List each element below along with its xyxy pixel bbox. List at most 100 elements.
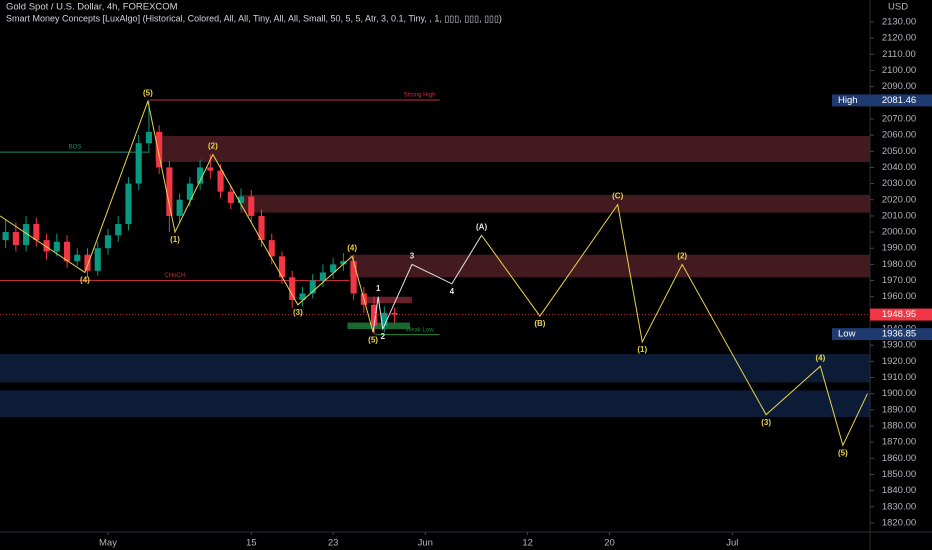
x-tick-label: Jul: [726, 538, 738, 549]
y-tick-label: 2010.00: [882, 210, 916, 221]
x-tick-label: 12: [522, 538, 533, 549]
wave-label: (B): [534, 319, 545, 328]
candle-body: [176, 199, 183, 216]
price-tag-value: 2081.46: [882, 95, 916, 106]
y-tick-label: 1920.00: [882, 356, 916, 367]
candle-body: [23, 223, 30, 245]
candle-body: [166, 167, 173, 216]
y-tick-label: 1820.00: [882, 517, 916, 528]
zone: [349, 254, 871, 278]
price-tag-value: 1936.85: [882, 329, 916, 340]
price-tag-name: High: [838, 95, 858, 106]
candle-body: [84, 254, 91, 271]
y-tick-label: 2050.00: [882, 146, 916, 157]
wave-label: (4): [815, 353, 825, 362]
candle-body: [145, 131, 152, 144]
y-tick-label: 2090.00: [882, 81, 916, 92]
y-tick-label: 1960.00: [882, 291, 916, 302]
candle-body: [115, 223, 122, 236]
y-tick-label: 2130.00: [882, 16, 916, 27]
y-tick-label: 1890.00: [882, 404, 916, 415]
wave-label: (2): [677, 251, 687, 260]
candle-body: [94, 248, 101, 271]
candle-body: [63, 241, 71, 262]
y-tick-label: 1860.00: [882, 453, 916, 464]
price-tag: [870, 308, 932, 321]
candle-body: [289, 277, 296, 300]
wave-label: (3): [293, 308, 303, 317]
candle-body: [2, 232, 9, 241]
candle-body: [12, 232, 19, 245]
y-tick-label: 1900.00: [882, 388, 916, 399]
x-tick-label: Jun: [418, 538, 433, 549]
candle-body: [350, 261, 357, 294]
x-tick-label: 20: [604, 538, 615, 549]
level-label: Strong High: [404, 93, 436, 99]
indicator-title: Smart Money Concepts [LuxAlgo] (Historic…: [6, 13, 502, 23]
y-tick-label: 2100.00: [882, 65, 916, 76]
zone: [347, 322, 410, 330]
price-tag-value: 1948.95: [882, 309, 916, 320]
candle-body: [319, 272, 326, 281]
candle-body: [299, 293, 306, 300]
y-tick-label: 2040.00: [882, 162, 916, 173]
y-tick-label: 1980.00: [882, 259, 916, 270]
y-tick-label: 1830.00: [882, 501, 916, 512]
candle-body: [217, 170, 224, 192]
candle-body: [43, 240, 50, 252]
y-tick-label: 1880.00: [882, 421, 916, 432]
y-tick-label: 1870.00: [882, 437, 916, 448]
price-tag: [832, 94, 932, 107]
candle-body: [156, 131, 163, 168]
y-tick-label: 1840.00: [882, 485, 916, 496]
y-tick-label: 1910.00: [882, 372, 916, 383]
y-tick-label: 2000.00: [882, 227, 916, 238]
wave-label: (3): [761, 418, 771, 427]
y-tick-label: 1990.00: [882, 243, 916, 254]
candle-body: [104, 235, 112, 249]
wave-label: 4: [450, 287, 455, 296]
x-tick-label: May: [99, 538, 117, 549]
y-tick-label: 2060.00: [882, 130, 916, 141]
candle-body: [381, 312, 388, 326]
y-tick-label: 2070.00: [882, 113, 916, 124]
wave-label: (5): [368, 335, 378, 344]
y-tick-label: 1970.00: [882, 275, 916, 286]
wave-label: (5): [838, 448, 848, 457]
zone: [0, 354, 870, 383]
y-tick-label: 2120.00: [882, 33, 916, 44]
y-tick-label: 2110.00: [882, 49, 916, 60]
y-tick-label: 1930.00: [882, 340, 916, 351]
y-tick-label: 1850.00: [882, 469, 916, 480]
zone: [361, 296, 412, 304]
wave-line: [481, 203, 868, 447]
level-label: BOS: [69, 145, 82, 151]
candle-body: [33, 223, 40, 241]
candle-body: [186, 183, 193, 200]
wave-label: (5): [143, 88, 153, 97]
level-label: CHoCH: [164, 273, 185, 279]
price-tag-name: Low: [838, 329, 856, 340]
wave-label: 3: [410, 251, 415, 260]
wave-line: [0, 99, 374, 333]
wave-label: (1): [637, 345, 647, 354]
candle-body: [248, 196, 255, 216]
candle-body: [258, 215, 265, 241]
candle-body: [330, 264, 337, 273]
wave-label: (2): [208, 142, 218, 151]
candle-body: [371, 304, 378, 326]
zone: [0, 390, 870, 418]
candle-body: [227, 191, 234, 203]
candle-body: [309, 280, 316, 294]
wave-label: 1: [376, 284, 381, 293]
wave-line: [372, 235, 482, 333]
candle-body: [125, 183, 132, 224]
candle-body: [74, 254, 81, 262]
candle-body: [53, 241, 60, 252]
level-label: Weak Low: [406, 327, 435, 333]
wave-label: (A): [476, 222, 487, 231]
candle-body: [340, 261, 347, 265]
chart-title: Gold Spot / U.S. Dollar, 4h, FOREXCOM: [6, 2, 178, 13]
wave-label: (4): [347, 243, 357, 252]
